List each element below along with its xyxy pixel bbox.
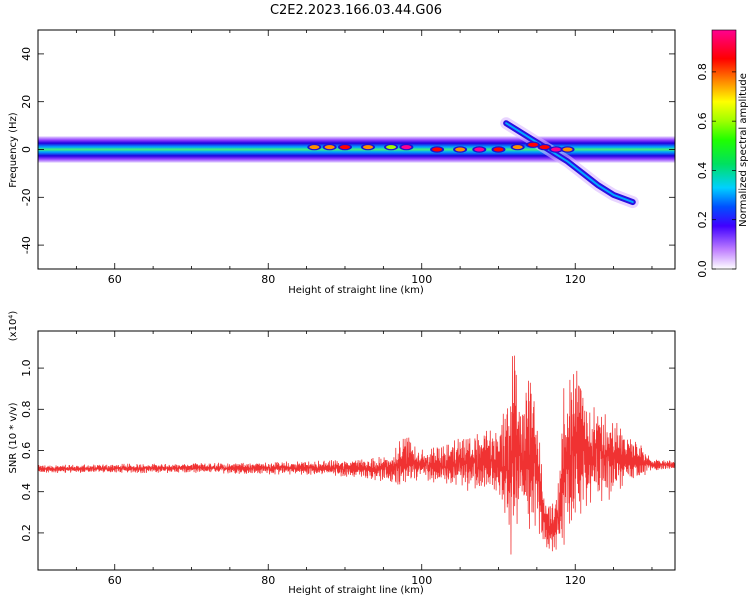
snr-y-tick-label: 0.2 xyxy=(20,524,33,542)
colorbar-tick-label: 0.0 xyxy=(696,260,709,278)
spectrogram-y-label: Frequency (Hz) xyxy=(8,112,19,188)
snr-y-label: SNR (10 * v/v) xyxy=(8,402,19,473)
spectrogram-y-tick-label: 20 xyxy=(20,95,33,109)
spectrogram-hotspot xyxy=(539,145,550,150)
spectrogram-ticks: 60 80 100 120 -40 -20 0 20 40 xyxy=(20,30,675,286)
spectrogram-hotspot xyxy=(339,145,350,150)
snr-plot-area xyxy=(38,355,675,555)
spectrogram-hotspot xyxy=(401,145,412,150)
colorbar-ticks: 0.0 0.2 0.4 0.6 0.8 xyxy=(696,63,736,278)
spectrogram-hotspot xyxy=(309,145,320,150)
spectrogram-x-tick-label: 100 xyxy=(411,273,432,286)
snr-panel: 60 80 100 120 0.2 0.4 0.6 0.8 1.0 Height of stra… xyxy=(8,311,676,596)
colorbar-label: Normalized spectral amplitude xyxy=(738,73,749,227)
spectrogram-hotspot xyxy=(493,147,504,152)
snr-y-multiplier: (x10⁴) xyxy=(8,311,19,342)
spectrogram-hotspot xyxy=(324,145,335,150)
figure-title: C2E2.2023.166.03.44.G06 xyxy=(270,3,442,18)
spectrogram-x-tick-label: 80 xyxy=(261,273,275,286)
spectrogram-hotspot xyxy=(551,147,562,152)
spectrogram-hotspot xyxy=(455,147,466,152)
colorbar-gradient xyxy=(712,30,736,269)
spectrogram-hotspot xyxy=(432,147,443,152)
colorbar-tick-label: 0.4 xyxy=(696,162,709,180)
snr-x-tick-label: 80 xyxy=(261,574,275,587)
spectrogram-hotspot xyxy=(386,145,397,150)
snr-y-tick-label: 0.4 xyxy=(20,483,33,501)
snr-y-tick-label: 0.8 xyxy=(20,401,33,419)
spectrogram-y-tick-label: 0 xyxy=(20,146,33,153)
colorbar-tick-label: 0.8 xyxy=(696,63,709,81)
snr-x-tick-label: 120 xyxy=(565,574,586,587)
colorbar-tick-label: 0.2 xyxy=(696,211,709,229)
snr-x-label: Height of straight line (km) xyxy=(288,585,424,596)
spectrogram-hotspot xyxy=(363,145,374,150)
colorbar: 0.0 0.2 0.4 0.6 0.8 Normalized spectral ampl… xyxy=(696,29,749,278)
spectrogram-x-tick-label: 120 xyxy=(565,273,586,286)
spectrogram-y-tick-label: -20 xyxy=(20,188,33,206)
spectrogram-hotspot xyxy=(562,147,573,152)
snr-y-tick-label: 0.6 xyxy=(20,442,33,460)
spectrogram-hotspot xyxy=(474,147,485,152)
colorbar-frame xyxy=(711,29,737,270)
snr-x-tick-label: 60 xyxy=(108,574,122,587)
spectrogram-descending-ridge-core xyxy=(505,122,634,204)
spectrogram-panel: 60 80 100 120 -40 -20 0 20 40 Height of straight… xyxy=(8,29,676,296)
spectrogram-y-tick-label: 40 xyxy=(20,47,33,61)
colorbar-tick-label: 0.6 xyxy=(696,112,709,130)
spectrogram-hotspot xyxy=(528,142,539,147)
spectrogram-x-label: Height of straight line (km) xyxy=(288,285,424,296)
snr-y-tick-label: 1.0 xyxy=(20,359,33,377)
spectrogram-hotspot xyxy=(512,145,523,150)
snr-ticks: 60 80 100 120 0.2 0.4 0.6 0.8 1.0 xyxy=(20,331,675,587)
spectrogram-plot-area xyxy=(38,117,675,209)
spectrogram-x-tick-label: 60 xyxy=(108,273,122,286)
snr-x-tick-label: 100 xyxy=(411,574,432,587)
spectrogram-y-tick-label: -40 xyxy=(20,236,33,254)
snr-series-line xyxy=(38,355,675,555)
